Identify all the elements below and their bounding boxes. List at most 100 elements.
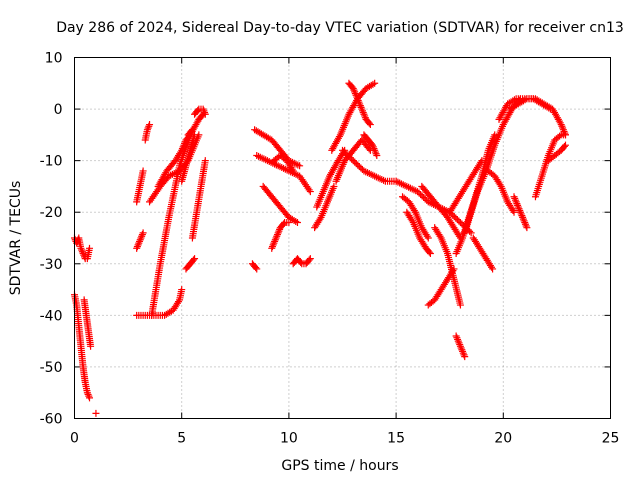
plus-marker bbox=[86, 394, 94, 402]
plus-marker bbox=[510, 96, 518, 104]
y-tick-label: -30 bbox=[40, 257, 63, 273]
plus-marker bbox=[414, 188, 422, 196]
track-arc-25 bbox=[313, 146, 349, 211]
plus-marker bbox=[354, 96, 362, 104]
plus-marker bbox=[522, 222, 530, 230]
plus-marker bbox=[137, 234, 145, 242]
plus-marker bbox=[361, 112, 369, 120]
x-tick-label: 0 bbox=[70, 431, 79, 447]
track-arc-12 bbox=[178, 131, 199, 185]
y-tick-label: -60 bbox=[40, 412, 63, 428]
track-arc-14 bbox=[188, 157, 209, 242]
plus-marker bbox=[339, 146, 346, 154]
x-axis-label: GPS time / hours bbox=[281, 458, 398, 474]
plus-marker bbox=[509, 206, 517, 214]
plus-marker bbox=[178, 145, 186, 153]
plus-marker bbox=[523, 224, 531, 232]
plus-marker bbox=[136, 237, 144, 245]
x-tick-label: 10 bbox=[280, 431, 298, 447]
plus-marker bbox=[359, 109, 367, 117]
plus-marker bbox=[179, 143, 187, 151]
plus-marker bbox=[456, 342, 464, 350]
track-arc-41 bbox=[469, 234, 497, 273]
plus-marker bbox=[455, 217, 463, 225]
plus-marker bbox=[133, 244, 141, 252]
plus-marker bbox=[270, 239, 278, 247]
plus-marker bbox=[273, 231, 281, 239]
track-arc-13 bbox=[182, 255, 199, 273]
plus-marker bbox=[144, 124, 152, 132]
plus-marker bbox=[453, 216, 461, 224]
track-arc-36 bbox=[431, 224, 464, 309]
plus-marker bbox=[200, 107, 208, 115]
track-arc-23 bbox=[289, 255, 314, 268]
plot-frame bbox=[74, 57, 611, 419]
plus-marker bbox=[316, 215, 324, 223]
plus-marker bbox=[330, 182, 338, 190]
track-arc-1 bbox=[71, 234, 94, 263]
plus-marker bbox=[274, 229, 282, 237]
plus-marker bbox=[369, 80, 377, 88]
plus-marker bbox=[354, 161, 362, 169]
plus-marker bbox=[420, 193, 428, 201]
plus-marker bbox=[355, 98, 363, 106]
y-tick-label: -10 bbox=[40, 154, 63, 170]
plus-marker bbox=[191, 131, 199, 139]
y-tick-label: -20 bbox=[40, 205, 63, 221]
plus-marker bbox=[511, 194, 519, 202]
plus-marker bbox=[455, 339, 463, 347]
plus-marker bbox=[510, 193, 518, 201]
plus-marker bbox=[351, 88, 359, 96]
track-arc-32 bbox=[399, 193, 432, 242]
plus-marker bbox=[356, 100, 364, 108]
plus-marker bbox=[467, 229, 475, 237]
plus-marker bbox=[421, 195, 429, 203]
plus-marker bbox=[517, 210, 525, 218]
track-arc-46 bbox=[531, 131, 569, 201]
plus-marker bbox=[418, 192, 426, 200]
data-marks bbox=[71, 79, 569, 417]
plus-marker bbox=[415, 189, 423, 197]
plus-marker bbox=[201, 157, 209, 165]
plus-marker bbox=[285, 219, 293, 227]
track-arc-24 bbox=[311, 182, 338, 232]
track-arc-47 bbox=[544, 141, 569, 165]
plus-marker bbox=[357, 103, 365, 111]
plus-marker bbox=[288, 165, 296, 173]
y-tick-label: -50 bbox=[40, 360, 63, 376]
track-arc-28 bbox=[345, 79, 374, 129]
plus-marker bbox=[297, 258, 305, 266]
plus-marker bbox=[292, 217, 300, 225]
plus-marker bbox=[410, 206, 418, 214]
plus-marker bbox=[180, 141, 188, 149]
plus-marker bbox=[351, 90, 359, 98]
plus-marker bbox=[305, 256, 313, 264]
plus-marker bbox=[181, 139, 189, 147]
plus-marker bbox=[138, 231, 146, 239]
plus-marker bbox=[360, 110, 368, 118]
y-axis-label: SDTVAR / TECUs bbox=[8, 181, 24, 296]
plus-marker bbox=[273, 232, 281, 240]
plus-marker bbox=[92, 409, 100, 417]
plus-marker bbox=[79, 249, 87, 257]
plus-marker bbox=[271, 237, 279, 245]
track-arc-11 bbox=[154, 131, 194, 190]
plus-marker bbox=[178, 286, 186, 294]
plus-marker bbox=[143, 126, 151, 134]
y-tick-label: 10 bbox=[45, 51, 63, 67]
plus-marker bbox=[510, 208, 518, 216]
track-arc-38 bbox=[446, 157, 486, 216]
plus-marker bbox=[515, 205, 523, 213]
chart-title: Day 286 of 2024, Sidereal Day-to-day VTE… bbox=[56, 20, 624, 36]
plus-marker bbox=[280, 220, 288, 228]
plus-marker bbox=[306, 255, 314, 263]
plus-marker bbox=[335, 133, 343, 141]
plus-marker bbox=[456, 219, 464, 227]
plus-marker bbox=[461, 353, 469, 361]
plus-marker bbox=[369, 141, 377, 149]
plus-marker bbox=[423, 232, 431, 240]
track-arc-20 bbox=[259, 182, 301, 227]
plus-marker bbox=[349, 157, 357, 165]
plus-marker bbox=[269, 241, 277, 249]
